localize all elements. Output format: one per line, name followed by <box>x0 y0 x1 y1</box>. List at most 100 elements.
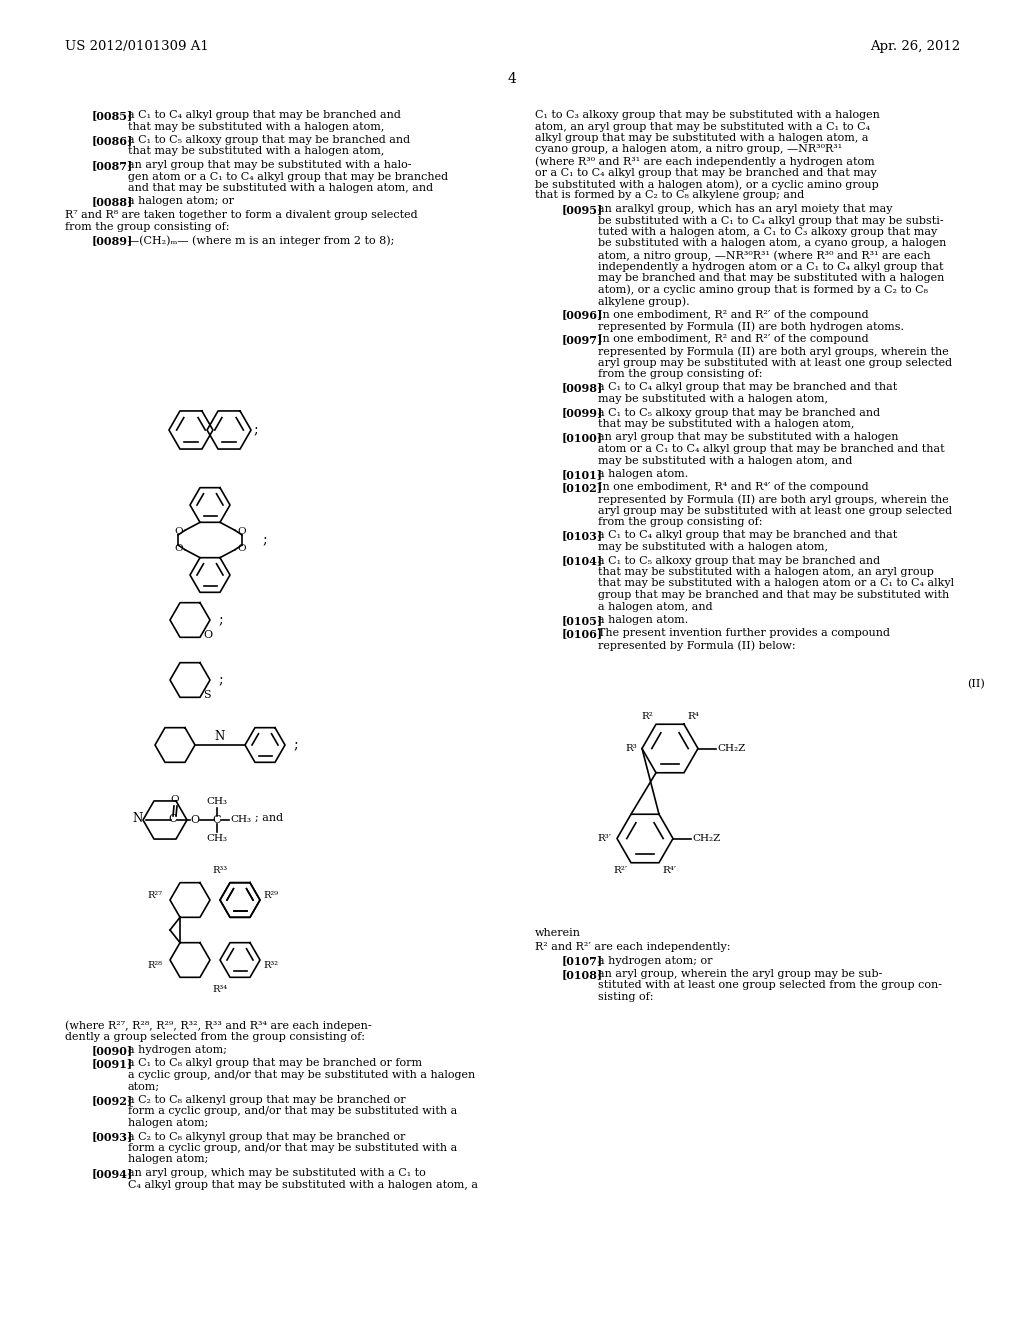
Text: a C₂ to C₈ alkynyl group that may be branched or: a C₂ to C₈ alkynyl group that may be bra… <box>128 1131 406 1142</box>
Text: [0095]: [0095] <box>562 205 603 215</box>
Text: a C₁ to C₅ alkoxy group that may be branched and: a C₁ to C₅ alkoxy group that may be bran… <box>598 408 880 417</box>
Text: [0105]: [0105] <box>562 615 603 626</box>
Text: a C₂ to C₈ alkenyl group that may be branched or: a C₂ to C₈ alkenyl group that may be bra… <box>128 1096 406 1105</box>
Text: R²′: R²′ <box>613 866 628 875</box>
Text: form a cyclic group, and/or that may be substituted with a: form a cyclic group, and/or that may be … <box>128 1106 458 1117</box>
Text: that may be substituted with a halogen atom,: that may be substituted with a halogen a… <box>128 121 384 132</box>
Text: [0103]: [0103] <box>562 531 603 541</box>
Text: R³²: R³² <box>263 961 278 969</box>
Text: sisting of:: sisting of: <box>598 993 653 1002</box>
Text: C: C <box>213 814 221 825</box>
Text: be substituted with a halogen atom), or a cyclic amino group: be substituted with a halogen atom), or … <box>535 180 879 190</box>
Text: atom or a C₁ to C₄ alkyl group that may be branched and that: atom or a C₁ to C₄ alkyl group that may … <box>598 444 944 454</box>
Text: CH₂Z: CH₂Z <box>717 744 745 752</box>
Text: C₄ alkyl group that may be substituted with a halogen atom, a: C₄ alkyl group that may be substituted w… <box>128 1180 478 1189</box>
Text: O: O <box>174 527 183 536</box>
Text: [0089]: [0089] <box>92 235 133 246</box>
Text: a C₁ to C₄ alkyl group that may be branched and: a C₁ to C₄ alkyl group that may be branc… <box>128 110 400 120</box>
Text: a C₁ to C₄ alkyl group that may be branched and that: a C₁ to C₄ alkyl group that may be branc… <box>598 531 897 540</box>
Text: In one embodiment, R² and R²′ of the compound: In one embodiment, R² and R²′ of the com… <box>598 334 868 345</box>
Text: O: O <box>190 814 200 825</box>
Text: [0093]: [0093] <box>92 1131 133 1143</box>
Text: [0106]: [0106] <box>562 628 603 639</box>
Text: an aryl group that may be substituted with a halogen: an aryl group that may be substituted wi… <box>598 433 898 442</box>
Text: that may be substituted with a halogen atom,: that may be substituted with a halogen a… <box>128 147 384 157</box>
Text: tuted with a halogen atom, a C₁ to C₃ alkoxy group that may: tuted with a halogen atom, a C₁ to C₃ al… <box>598 227 937 238</box>
Text: (II): (II) <box>968 678 985 689</box>
Text: and that may be substituted with a halogen atom, and: and that may be substituted with a halog… <box>128 183 433 193</box>
Text: from the group consisting of:: from the group consisting of: <box>65 222 229 231</box>
Text: CH₃: CH₃ <box>207 834 227 843</box>
Text: [0094]: [0094] <box>92 1168 133 1179</box>
Text: dently a group selected from the group consisting of:: dently a group selected from the group c… <box>65 1031 365 1041</box>
Text: group that may be branched and that may be substituted with: group that may be branched and that may … <box>598 590 949 601</box>
Text: —(CH₂)ₘ— (where m is an integer from 2 to 8);: —(CH₂)ₘ— (where m is an integer from 2 t… <box>128 235 394 246</box>
Text: 4: 4 <box>508 73 516 86</box>
Text: [0104]: [0104] <box>562 556 603 566</box>
Text: a halogen atom, and: a halogen atom, and <box>598 602 713 611</box>
Text: wherein: wherein <box>535 928 581 939</box>
Text: gen atom or a C₁ to C₄ alkyl group that may be branched: gen atom or a C₁ to C₄ alkyl group that … <box>128 172 449 181</box>
Text: [0092]: [0092] <box>92 1096 133 1106</box>
Text: S: S <box>203 690 211 701</box>
Text: [0088]: [0088] <box>92 197 133 207</box>
Text: ;: ; <box>253 422 258 437</box>
Text: In one embodiment, R⁴ and R⁴′ of the compound: In one embodiment, R⁴ and R⁴′ of the com… <box>598 483 868 492</box>
Text: that may be substituted with a halogen atom or a C₁ to C₄ alkyl: that may be substituted with a halogen a… <box>598 578 954 589</box>
Text: ;: ; <box>218 612 222 627</box>
Text: C₁ to C₃ alkoxy group that may be substituted with a halogen: C₁ to C₃ alkoxy group that may be substi… <box>535 110 880 120</box>
Text: N: N <box>215 730 225 743</box>
Text: [0100]: [0100] <box>562 433 603 444</box>
Text: be substituted with a halogen atom, a cyano group, a halogen: be substituted with a halogen atom, a cy… <box>598 239 946 248</box>
Text: a C₁ to C₅ alkoxy group that may be branched and: a C₁ to C₅ alkoxy group that may be bran… <box>128 135 411 145</box>
Text: ; and: ; and <box>255 813 283 822</box>
Text: a cyclic group, and/or that may be substituted with a halogen: a cyclic group, and/or that may be subst… <box>128 1071 475 1080</box>
Text: [0097]: [0097] <box>562 334 603 346</box>
Text: R³: R³ <box>626 744 637 752</box>
Text: a C₁ to C₈ alkyl group that may be branched or form: a C₁ to C₈ alkyl group that may be branc… <box>128 1059 422 1068</box>
Text: an aralkyl group, which has an aryl moiety that may: an aralkyl group, which has an aryl moie… <box>598 205 893 214</box>
Text: form a cyclic group, and/or that may be substituted with a: form a cyclic group, and/or that may be … <box>128 1143 458 1152</box>
Text: The present invention further provides a compound: The present invention further provides a… <box>598 628 890 639</box>
Text: (where R²⁷, R²⁸, R²⁹, R³², R³³ and R³⁴ are each indepen-: (where R²⁷, R²⁸, R²⁹, R³², R³³ and R³⁴ a… <box>65 1020 372 1031</box>
Text: [0085]: [0085] <box>92 110 133 121</box>
Text: a hydrogen atom; or: a hydrogen atom; or <box>598 956 713 965</box>
Text: N: N <box>133 812 143 825</box>
Text: aryl group may be substituted with at least one group selected: aryl group may be substituted with at le… <box>598 358 952 367</box>
Text: R⁴′: R⁴′ <box>662 866 676 875</box>
Text: that may be substituted with a halogen atom, an aryl group: that may be substituted with a halogen a… <box>598 568 934 577</box>
Text: represented by Formula (II) below:: represented by Formula (II) below: <box>598 640 796 651</box>
Text: R⁴: R⁴ <box>687 713 698 721</box>
Text: halogen atom;: halogen atom; <box>128 1155 208 1164</box>
Text: represented by Formula (II) are both aryl groups, wherein the: represented by Formula (II) are both ary… <box>598 346 949 356</box>
Text: Apr. 26, 2012: Apr. 26, 2012 <box>869 40 961 53</box>
Text: stituted with at least one group selected from the group con-: stituted with at least one group selecte… <box>598 981 942 990</box>
Text: aryl group may be substituted with at least one group selected: aryl group may be substituted with at le… <box>598 506 952 516</box>
Text: alkyl group that may be substituted with a halogen atom, a: alkyl group that may be substituted with… <box>535 133 868 143</box>
Text: an aryl group that may be substituted with a halo-: an aryl group that may be substituted wi… <box>128 160 412 170</box>
Text: CH₃: CH₃ <box>207 797 227 807</box>
Text: from the group consisting of:: from the group consisting of: <box>598 370 763 379</box>
Text: CH₂Z: CH₂Z <box>692 834 720 843</box>
Text: an aryl group, wherein the aryl group may be sub-: an aryl group, wherein the aryl group ma… <box>598 969 883 979</box>
Text: [0086]: [0086] <box>92 135 133 147</box>
Text: alkylene group).: alkylene group). <box>598 296 689 306</box>
Text: O: O <box>237 527 246 536</box>
Text: [0107]: [0107] <box>562 956 603 966</box>
Text: R³′: R³′ <box>598 834 612 843</box>
Text: R³³: R³³ <box>212 866 227 875</box>
Text: R²⁷: R²⁷ <box>147 891 162 899</box>
Text: [0101]: [0101] <box>562 469 603 480</box>
Text: or a C₁ to C₄ alkyl group that may be branched and that may: or a C₁ to C₄ alkyl group that may be br… <box>535 168 877 177</box>
Text: a halogen atom.: a halogen atom. <box>598 615 688 624</box>
Text: a halogen atom; or: a halogen atom; or <box>128 197 234 206</box>
Text: O: O <box>171 796 179 804</box>
Text: represented by Formula (II) are both hydrogen atoms.: represented by Formula (II) are both hyd… <box>598 321 904 331</box>
Text: O: O <box>203 631 212 640</box>
Text: In one embodiment, R² and R²′ of the compound: In one embodiment, R² and R²′ of the com… <box>598 309 868 319</box>
Text: independently a hydrogen atom or a C₁ to C₄ alkyl group that: independently a hydrogen atom or a C₁ to… <box>598 261 943 272</box>
Text: atom, a nitro group, —NR³⁰R³¹ (where R³⁰ and R³¹ are each: atom, a nitro group, —NR³⁰R³¹ (where R³⁰… <box>598 249 931 260</box>
Text: a C₁ to C₅ alkoxy group that may be branched and: a C₁ to C₅ alkoxy group that may be bran… <box>598 556 880 565</box>
Text: R²⁸: R²⁸ <box>147 961 162 969</box>
Text: R²⁹: R²⁹ <box>263 891 278 899</box>
